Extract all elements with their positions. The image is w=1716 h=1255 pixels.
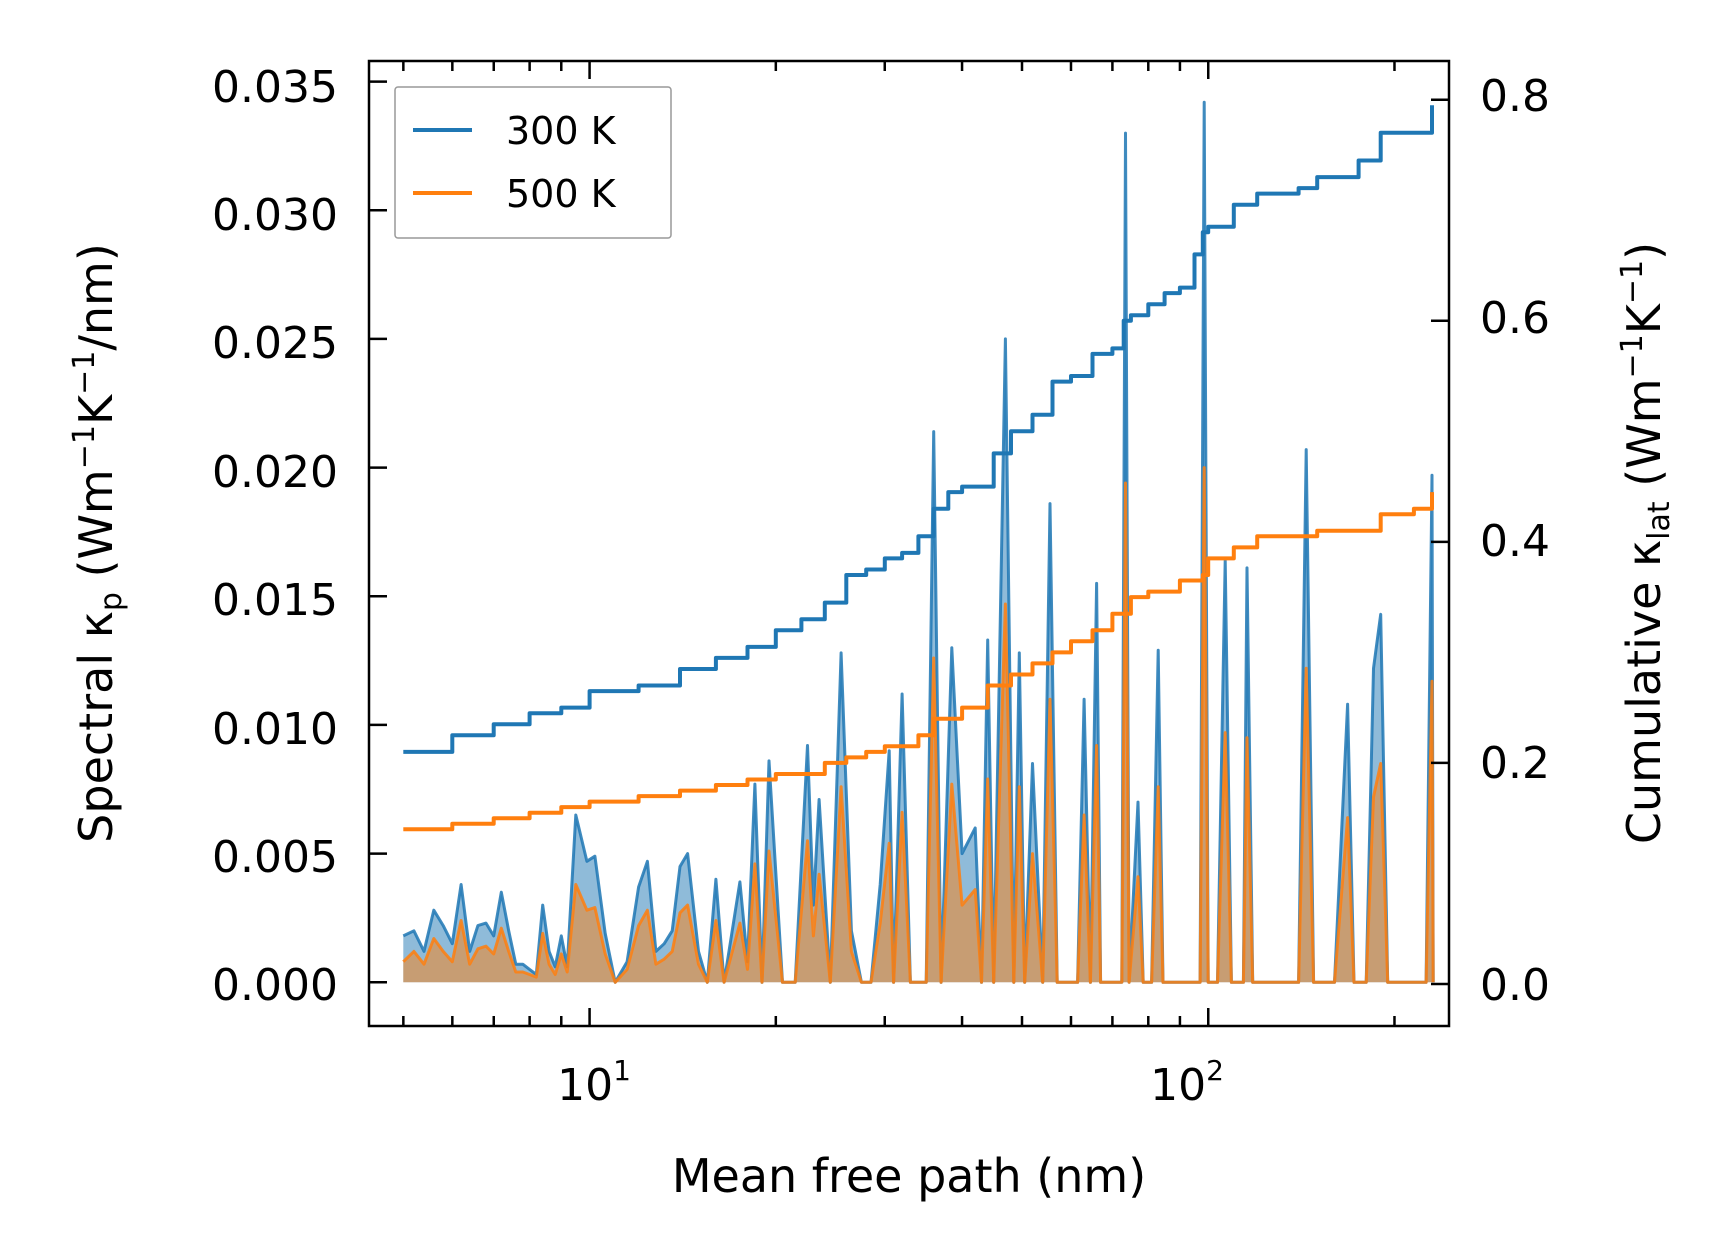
ticks-layer xyxy=(369,61,1449,1026)
y-left-tick-label: 0.005 xyxy=(212,832,338,883)
y-right-tick-label: 0.6 xyxy=(1480,293,1550,344)
spectral-layer xyxy=(402,100,1435,984)
y-left-tick-label: 0.020 xyxy=(212,447,338,498)
y-right-tick-label: 0.0 xyxy=(1480,960,1550,1011)
y-right-tick-label: 0.2 xyxy=(1480,738,1550,789)
y-left-tick-label: 0.015 xyxy=(212,575,338,626)
y-left-tick-label: 0.025 xyxy=(212,318,338,369)
y-axis-label-right: Cumulative κlat (Wm−1K−1) xyxy=(1615,242,1677,844)
cumulative-line-300k xyxy=(403,105,1434,754)
y-right-tick-label: 0.8 xyxy=(1480,71,1550,122)
y-axis-label-left: Spectral κp (Wm−1K−1/nm) xyxy=(67,243,129,843)
legend: 300 K 500 K xyxy=(394,86,672,239)
x-axis-label: Mean free path (nm) xyxy=(672,1149,1146,1203)
x-tick-label-10-1: 101 xyxy=(557,1054,631,1111)
y-left-tick-label: 0.035 xyxy=(212,62,338,113)
cumulative-layer xyxy=(403,105,1434,832)
legend-label-300k: 300 K xyxy=(506,109,617,153)
y-left-tick-label: 0.030 xyxy=(212,190,338,241)
y-left-tick-label: 0.000 xyxy=(212,960,338,1011)
legend-box xyxy=(394,86,672,239)
y-right-tick-label: 0.4 xyxy=(1480,516,1550,567)
legend-label-500k: 500 K xyxy=(506,172,617,216)
plot-frame xyxy=(367,59,1451,1028)
y-left-tick-label: 0.010 xyxy=(212,704,338,755)
spectral-line-500k xyxy=(402,466,1435,984)
x-tick-label-10-2: 102 xyxy=(1150,1054,1224,1111)
cumulative-line-500k xyxy=(403,492,1434,832)
